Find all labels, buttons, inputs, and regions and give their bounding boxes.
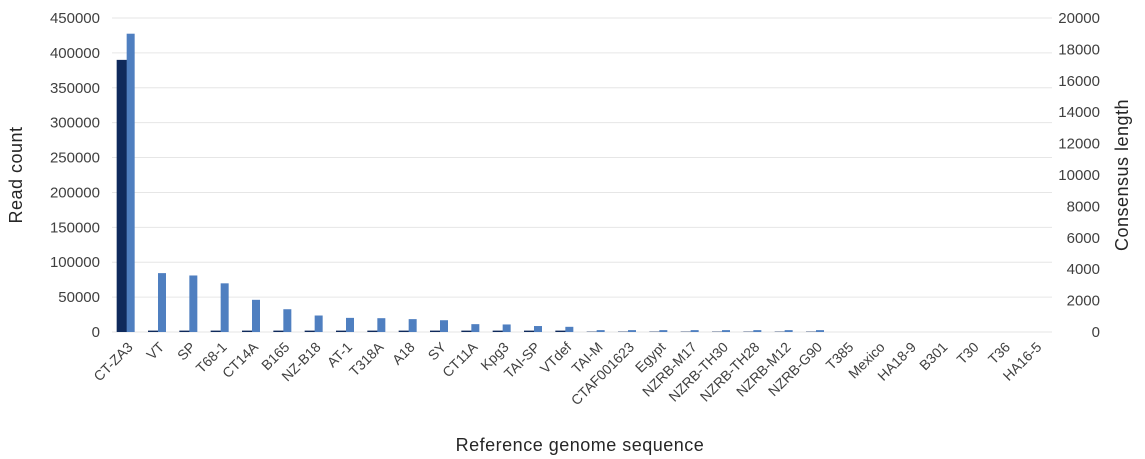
category-label: T318A <box>346 338 387 379</box>
bar-consensus-length <box>377 318 386 332</box>
category-label: SP <box>174 339 199 364</box>
y2-axis-title: Consensus length <box>1112 99 1132 251</box>
bar-read-count <box>430 330 441 332</box>
bar-read-count <box>116 59 128 332</box>
bar-consensus-length <box>753 330 762 332</box>
bar-read-count <box>179 330 191 332</box>
bar-consensus-length <box>722 330 730 332</box>
category-label: CT11A <box>439 338 481 380</box>
y-axis-title: Read count <box>6 126 26 223</box>
category-label: VT <box>143 338 167 362</box>
bar-consensus-length <box>534 326 542 332</box>
bar-read-count <box>336 330 347 332</box>
category-label: A18 <box>389 339 418 368</box>
bar-consensus-length <box>189 275 198 332</box>
y2-tick-label: 20000 <box>1058 10 1100 27</box>
bar-read-count <box>304 330 316 332</box>
bar-read-count <box>524 330 535 332</box>
y2-tick-label: 6000 <box>1067 230 1100 247</box>
bar-read-count <box>148 330 159 332</box>
bar-read-count <box>210 330 222 332</box>
y-tick-label: 150000 <box>50 219 100 236</box>
bar-consensus-length <box>252 299 260 332</box>
bar-read-count <box>242 330 253 332</box>
y-tick-label: 50000 <box>58 289 100 306</box>
y2-tick-label: 14000 <box>1058 104 1100 121</box>
bar-read-count <box>367 330 379 332</box>
bar-read-count <box>492 330 504 332</box>
bar-read-count <box>398 330 410 332</box>
y-tick-label: 0 <box>92 324 100 341</box>
bar-consensus-length <box>690 330 699 332</box>
bar-consensus-length <box>628 330 636 332</box>
bar-consensus-length <box>314 315 323 332</box>
right-axis-ticks: 0 2000 4000 6000 8000 10000 12000 14000 16000 180… <box>1058 10 1100 341</box>
bar-consensus-length <box>220 283 229 332</box>
y2-tick-label: 0 <box>1092 324 1100 341</box>
y-tick-label: 100000 <box>50 254 100 271</box>
bar-consensus-length <box>126 33 135 332</box>
y-tick-label: 400000 <box>50 45 100 62</box>
category-label: VTdef <box>537 339 575 377</box>
bars-layer <box>116 33 824 332</box>
bar-consensus-length <box>659 330 668 332</box>
bar-consensus-length <box>283 309 292 332</box>
y-tick-label: 250000 <box>50 150 100 167</box>
bar-consensus-length <box>502 324 511 332</box>
bar-consensus-length <box>565 326 574 332</box>
y2-tick-label: 16000 <box>1058 73 1100 90</box>
bar-consensus-length <box>816 330 824 332</box>
grid-layer <box>112 17 1052 333</box>
y-tick-label: 450000 <box>50 10 100 27</box>
category-label: TAI-SP <box>501 339 543 381</box>
category-label: SY <box>425 338 450 363</box>
left-axis-ticks: 0 50000 100000 150000 200000 250000 300000 3500… <box>50 10 100 341</box>
bar-consensus-length <box>158 273 166 332</box>
bar-read-count <box>555 330 567 332</box>
y2-tick-label: 4000 <box>1067 261 1100 278</box>
bar-read-count <box>461 330 473 332</box>
y2-tick-label: 2000 <box>1067 293 1100 310</box>
category-label: CT14A <box>219 338 262 381</box>
category-label: T30 <box>953 339 982 368</box>
y2-tick-label: 12000 <box>1058 136 1100 153</box>
y2-tick-label: 18000 <box>1058 41 1100 58</box>
y-tick-label: 350000 <box>50 80 100 97</box>
bar-consensus-length <box>596 330 605 332</box>
x-axis-title: Reference genome sequence <box>456 435 705 455</box>
bar-consensus-length <box>408 319 417 332</box>
bar-consensus-length <box>440 320 448 332</box>
category-label: CT-ZA3 <box>90 339 136 385</box>
y-tick-label: 300000 <box>50 115 100 132</box>
bar-consensus-length <box>784 330 793 332</box>
y2-tick-label: 10000 <box>1058 167 1100 184</box>
y2-tick-label: 8000 <box>1067 198 1100 215</box>
category-label: B301 <box>916 339 951 374</box>
bar-consensus-length <box>471 324 480 332</box>
bar-read-count <box>273 330 285 332</box>
bar-consensus-length <box>346 317 354 332</box>
y-tick-label: 200000 <box>50 184 100 201</box>
